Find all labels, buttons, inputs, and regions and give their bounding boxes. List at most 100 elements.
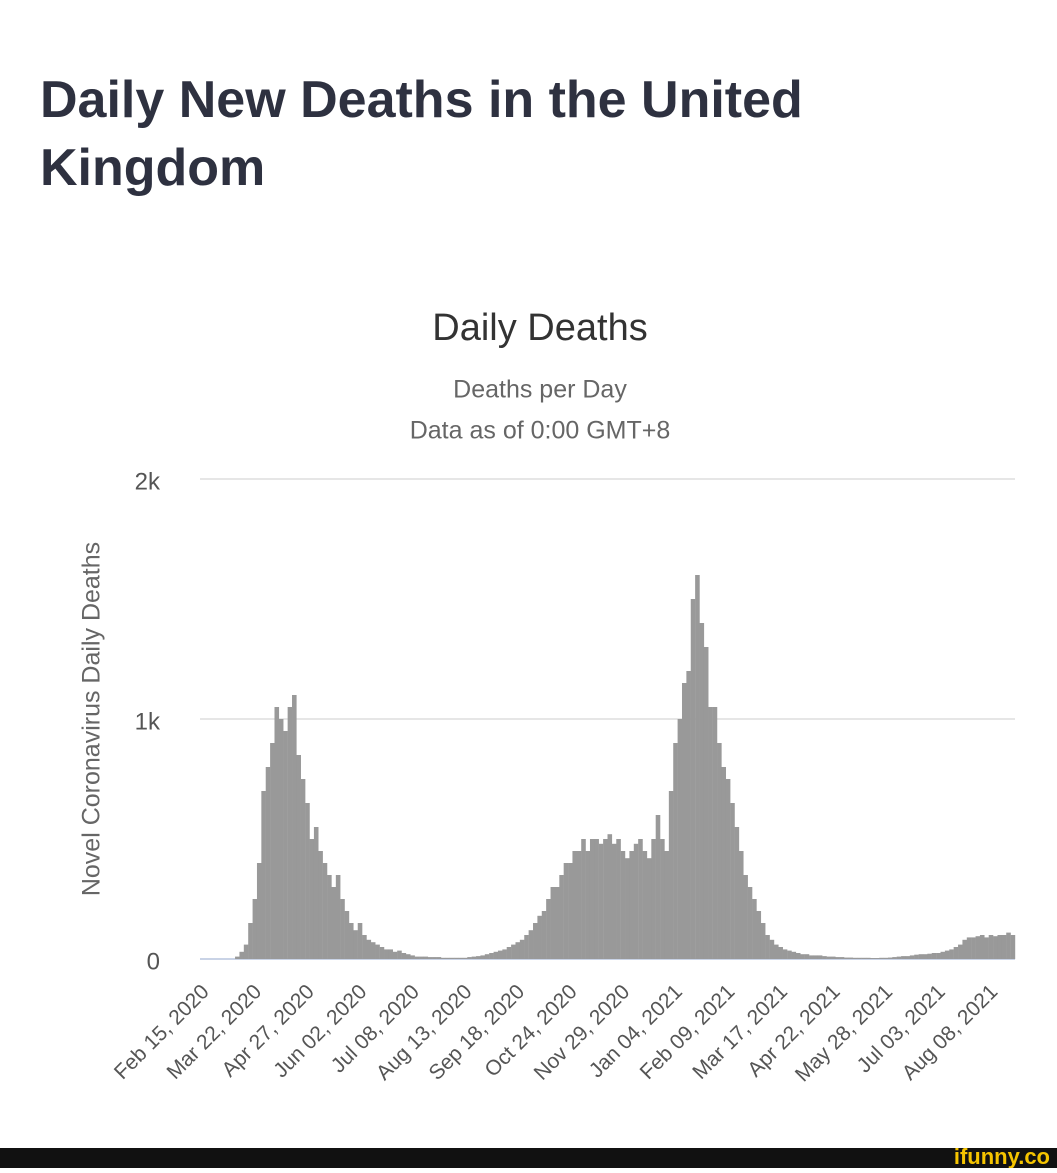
bar xyxy=(887,957,893,959)
bar xyxy=(278,719,284,959)
bar xyxy=(673,743,678,959)
bar xyxy=(979,935,985,959)
bar xyxy=(353,930,358,959)
bar xyxy=(511,944,516,959)
bar xyxy=(419,956,424,959)
bar xyxy=(239,951,245,959)
bar xyxy=(392,951,398,959)
bar xyxy=(537,915,542,959)
bar xyxy=(243,944,249,959)
bar xyxy=(1006,932,1011,959)
y-tick-label: 1k xyxy=(135,708,161,735)
bar xyxy=(695,575,700,959)
bar xyxy=(292,695,297,959)
bar xyxy=(866,957,871,959)
bar xyxy=(541,911,547,959)
bar xyxy=(857,957,862,959)
y-tick-label: 2k xyxy=(135,468,161,495)
bar xyxy=(944,950,950,959)
bar xyxy=(484,954,490,959)
bar xyxy=(436,957,442,959)
bar xyxy=(984,937,989,959)
bar xyxy=(305,803,310,959)
bar xyxy=(270,743,275,959)
bar xyxy=(493,951,499,959)
bar xyxy=(423,956,429,959)
bar xyxy=(405,954,411,959)
bar xyxy=(611,843,617,959)
bar xyxy=(817,955,823,959)
bar xyxy=(677,719,683,959)
bar xyxy=(440,957,446,959)
bar xyxy=(370,942,376,959)
bar xyxy=(633,843,639,959)
bar xyxy=(848,957,854,959)
bar xyxy=(497,950,503,959)
bar xyxy=(607,834,613,959)
bar xyxy=(252,899,258,959)
bar xyxy=(261,791,266,959)
chart-title: Daily Deaths xyxy=(432,307,647,349)
bar xyxy=(550,887,556,959)
bar xyxy=(467,957,472,959)
chart-note: Data as of 0:00 GMT+8 xyxy=(410,417,671,445)
bar xyxy=(738,851,744,959)
bar xyxy=(388,949,393,959)
bar xyxy=(235,956,240,959)
bar xyxy=(703,647,709,959)
bar xyxy=(563,863,569,959)
bar xyxy=(568,863,573,959)
bar xyxy=(506,947,512,959)
bar xyxy=(813,955,819,959)
bar xyxy=(357,923,363,959)
bar xyxy=(975,936,981,959)
bar xyxy=(782,949,788,959)
bar xyxy=(502,949,507,959)
bar xyxy=(774,944,779,959)
bar xyxy=(427,957,433,959)
bar xyxy=(414,956,420,959)
bar xyxy=(778,947,783,959)
bar xyxy=(476,956,481,959)
bar xyxy=(489,953,494,959)
bar xyxy=(519,939,525,959)
bar xyxy=(826,956,832,959)
bar xyxy=(554,887,560,959)
bar xyxy=(681,683,687,959)
bar xyxy=(401,953,407,959)
bar xyxy=(756,911,762,959)
bar xyxy=(458,957,464,959)
bar xyxy=(594,839,599,959)
bar xyxy=(375,944,380,959)
bar xyxy=(410,955,415,959)
bar xyxy=(752,899,757,959)
bar xyxy=(546,899,551,959)
bar xyxy=(581,839,586,959)
bar xyxy=(646,858,652,959)
bar xyxy=(265,767,271,959)
bar xyxy=(1010,935,1016,959)
bar xyxy=(953,947,959,959)
bar xyxy=(883,957,889,959)
bar xyxy=(576,851,582,959)
bar xyxy=(769,939,775,959)
y-axis-label: Novel Coronavirus Daily Deaths xyxy=(78,542,106,896)
bar xyxy=(256,863,262,959)
bar xyxy=(642,851,648,959)
bar xyxy=(931,953,937,959)
bar xyxy=(966,937,972,959)
bar xyxy=(686,671,691,959)
bar xyxy=(533,923,538,959)
bar xyxy=(791,951,797,959)
bar xyxy=(629,851,634,959)
bar xyxy=(1001,935,1007,959)
bar xyxy=(340,899,345,959)
bar xyxy=(870,958,875,959)
bar xyxy=(379,947,385,959)
bar xyxy=(283,731,288,959)
bar xyxy=(861,957,867,959)
bar xyxy=(690,599,696,959)
bar xyxy=(348,923,354,959)
